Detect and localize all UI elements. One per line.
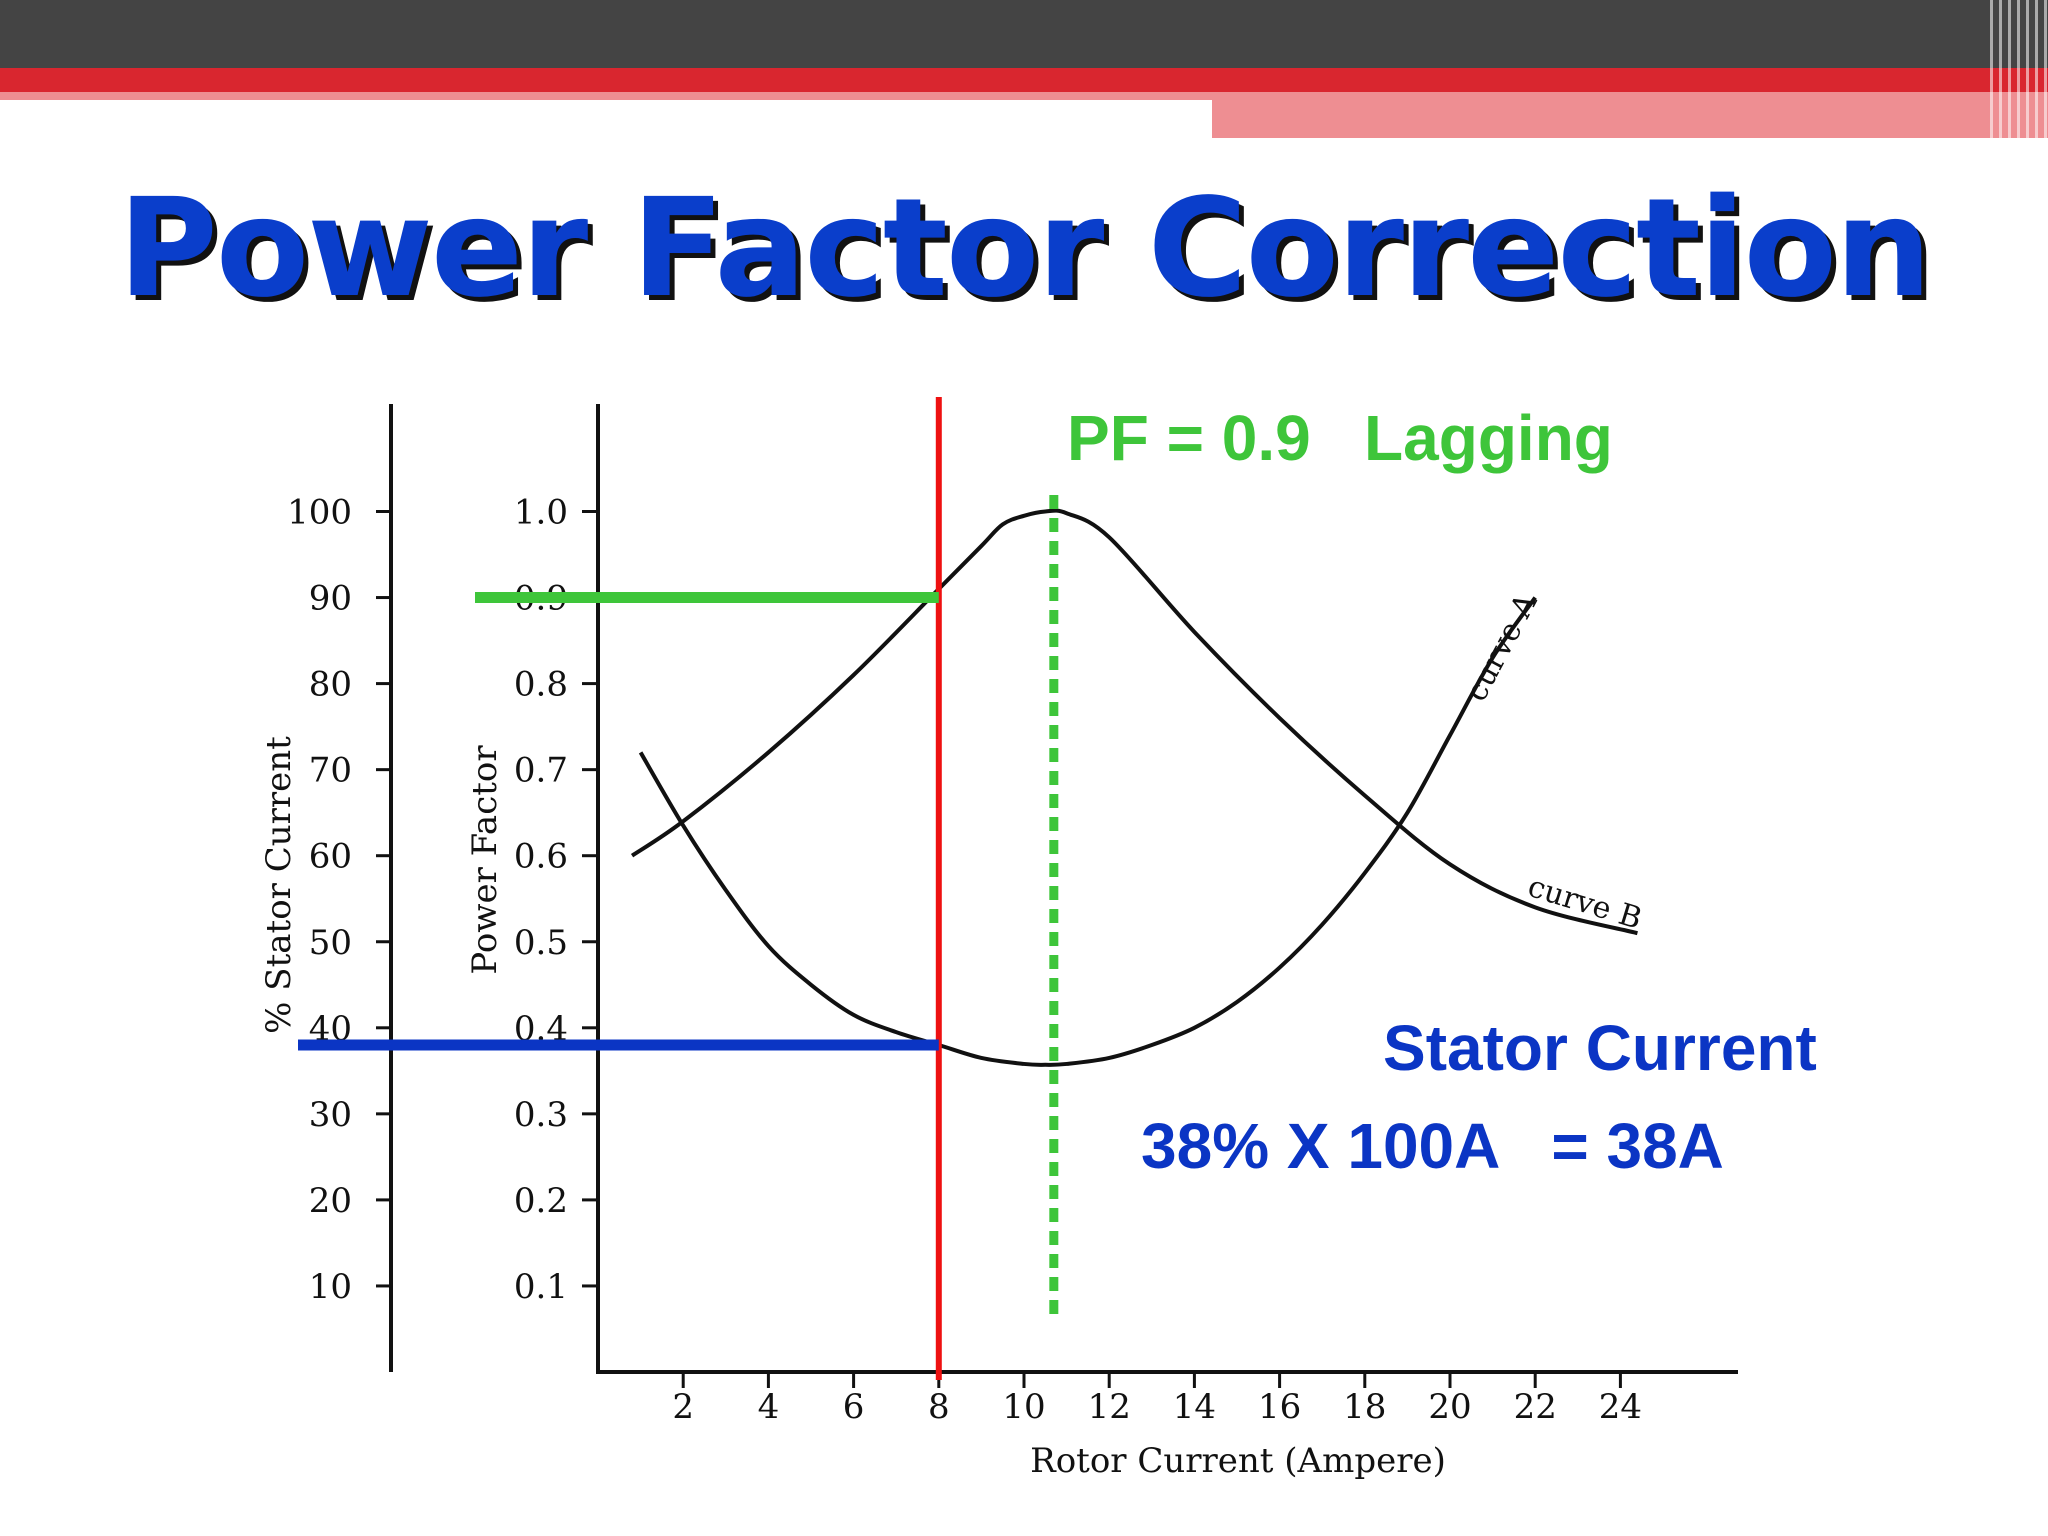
- y-stator-tick-label: 50: [309, 923, 352, 963]
- curve-a-label: curve A: [1459, 588, 1545, 707]
- chart-axes: [389, 404, 1738, 1374]
- y-stator-tick-label: 60: [309, 837, 352, 877]
- chart-ticks: 1020304050607080901000.10.20.30.40.50.60…: [287, 493, 1642, 1428]
- y-stator-tick-label: 80: [309, 665, 352, 705]
- y-pf-tick-label: 0.8: [514, 665, 568, 705]
- x-tick-label: 22: [1514, 1387, 1557, 1427]
- y-axis-title-pf: Power Factor: [465, 745, 505, 975]
- y-pf-tick-label: 0.2: [514, 1181, 568, 1221]
- y-pf-tick-label: 0.3: [514, 1095, 568, 1135]
- curve-b-label: curve B: [1524, 869, 1646, 937]
- header-stripes: [1984, 0, 2048, 138]
- x-axis-title: Rotor Current (Ampere): [1030, 1441, 1446, 1481]
- pf-annotation: PF = 0.9 Lagging: [1067, 402, 1613, 474]
- y-pf-tick-label: 1.0: [514, 493, 568, 533]
- y-pf-tick-label: 0.5: [514, 923, 568, 963]
- x-tick-label: 14: [1173, 1387, 1216, 1427]
- y-pf-tick-label: 0.7: [514, 751, 568, 791]
- x-tick-label: 20: [1428, 1387, 1471, 1427]
- y-stator-tick-label: 70: [309, 751, 352, 791]
- chart-markers: [298, 397, 1059, 1380]
- x-tick-label: 6: [843, 1387, 865, 1427]
- curve-b-line: [630, 508, 1638, 936]
- header-bar-pink-left: [0, 92, 1212, 100]
- x-tick-label: 18: [1343, 1387, 1386, 1427]
- curve-a-line: [638, 596, 1537, 1067]
- x-tick-label: 10: [1002, 1387, 1045, 1427]
- stator-current-calc: 38% X 100A = 38A: [1141, 1110, 1724, 1182]
- header-bar-dark: [0, 0, 2048, 68]
- x-tick-label: 4: [758, 1387, 780, 1427]
- y-stator-tick-label: 90: [309, 579, 352, 619]
- chart-curves: [630, 508, 1638, 1067]
- x-tick-label: 12: [1088, 1387, 1131, 1427]
- y-stator-tick-label: 100: [287, 493, 352, 533]
- y-pf-tick-label: 0.1: [514, 1267, 568, 1307]
- x-tick-label: 8: [928, 1387, 950, 1427]
- slide-title: Power Factor Correction: [118, 170, 1932, 328]
- x-tick-label: 16: [1258, 1387, 1301, 1427]
- y-stator-tick-label: 10: [309, 1267, 352, 1307]
- header-bar-red: [0, 68, 2048, 92]
- chart-labels: Rotor Current (Ampere) % Stator Current …: [259, 402, 1817, 1481]
- x-tick-label: 24: [1599, 1387, 1642, 1427]
- y-stator-tick-label: 30: [309, 1095, 352, 1135]
- header-bar-pink-right: [1212, 92, 2048, 138]
- stator-current-heading: Stator Current: [1383, 1012, 1817, 1084]
- y-pf-tick-label: 0.6: [514, 837, 568, 877]
- x-tick-label: 2: [672, 1387, 694, 1427]
- y-stator-tick-label: 20: [309, 1181, 352, 1221]
- y-axis-title-stator: % Stator Current: [259, 736, 299, 1034]
